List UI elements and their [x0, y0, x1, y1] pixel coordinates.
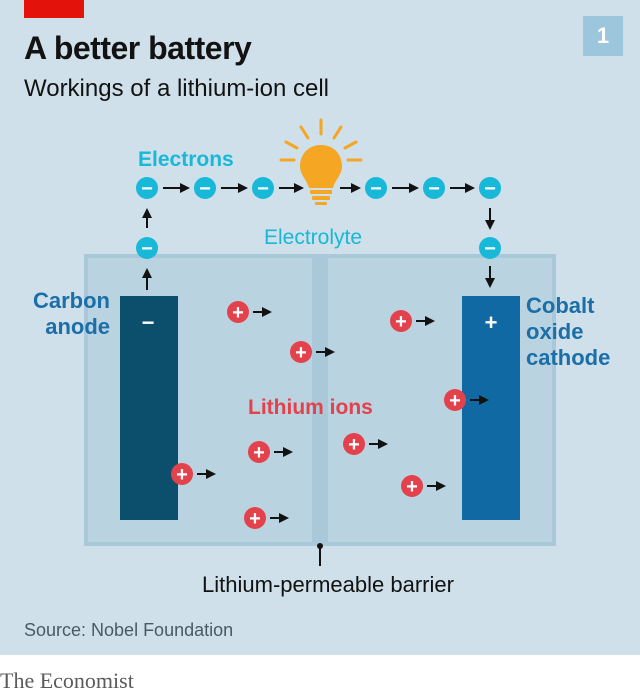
svg-text:+: + [348, 434, 360, 456]
electron: − [136, 237, 158, 260]
svg-text:−: − [141, 238, 153, 260]
electrons-label: Electrons [138, 148, 234, 171]
lithium-ion: + [171, 463, 216, 486]
source-note: Source: Nobel Foundation [24, 620, 234, 640]
electron: − [365, 177, 387, 200]
cathode-label-line1: Cobalt [526, 293, 595, 318]
lithium-ion: + [444, 389, 489, 412]
svg-text:+: + [295, 342, 307, 364]
svg-text:−: − [257, 178, 269, 200]
cathode-label-line3: cathode [526, 345, 610, 370]
barrier-pointer-dot [317, 543, 323, 549]
svg-text:−: − [484, 238, 496, 260]
anode-sign: − [142, 310, 155, 335]
lightbulb-icon [279, 118, 363, 205]
svg-text:+: + [249, 508, 261, 530]
lithium-ion: + [290, 341, 335, 364]
chart-panel: 1 A better battery Workings of a lithium… [0, 0, 640, 655]
electrolyte-label: Electrolyte [264, 226, 362, 249]
svg-text:−: − [199, 178, 211, 200]
lithium-ions-label: Lithium ions [248, 396, 373, 419]
anode-label-line2: anode [45, 314, 110, 339]
cathode-sign: + [485, 310, 498, 335]
brand-red-tag [24, 0, 84, 18]
electron: − [423, 177, 445, 200]
svg-text:+: + [232, 302, 244, 324]
barrier [312, 256, 328, 544]
electron: − [479, 177, 501, 200]
svg-text:−: − [428, 178, 440, 200]
svg-text:+: + [449, 390, 461, 412]
battery-diagram: − + Carbon anode Cobalt oxide cathode El… [33, 118, 610, 597]
cathode-label-line2: oxide [526, 319, 583, 344]
brand-logo: The Economist [0, 668, 134, 693]
page-title: A better battery [24, 30, 252, 66]
svg-text:+: + [176, 464, 188, 486]
electron-circuit: − − − − − − − − [136, 177, 501, 290]
svg-text:−: − [141, 178, 153, 200]
svg-text:+: + [395, 311, 407, 333]
svg-text:−: − [484, 178, 496, 200]
lithium-ion: + [390, 310, 435, 333]
electron: − [479, 237, 501, 260]
lithium-ion: + [227, 301, 272, 324]
svg-text:+: + [253, 442, 265, 464]
barrier-label: Lithium-permeable barrier [202, 572, 454, 597]
cobalt-oxide-cathode [462, 296, 520, 520]
svg-text:−: − [370, 178, 382, 200]
chart-number-badge: 1 [583, 16, 623, 56]
page-subtitle: Workings of a lithium-ion cell [24, 75, 330, 102]
lithium-ions: + + + + + + + + + [171, 301, 489, 530]
electron: − [136, 177, 158, 200]
electron: − [252, 177, 274, 200]
lithium-ion: + [244, 507, 289, 530]
lithium-ion: + [248, 441, 293, 464]
anode-label-line1: Carbon [33, 288, 110, 313]
lithium-ion: + [343, 433, 388, 456]
lithium-ion: + [401, 475, 446, 498]
carbon-anode [120, 296, 178, 520]
electron: − [194, 177, 216, 200]
svg-text:+: + [406, 476, 418, 498]
